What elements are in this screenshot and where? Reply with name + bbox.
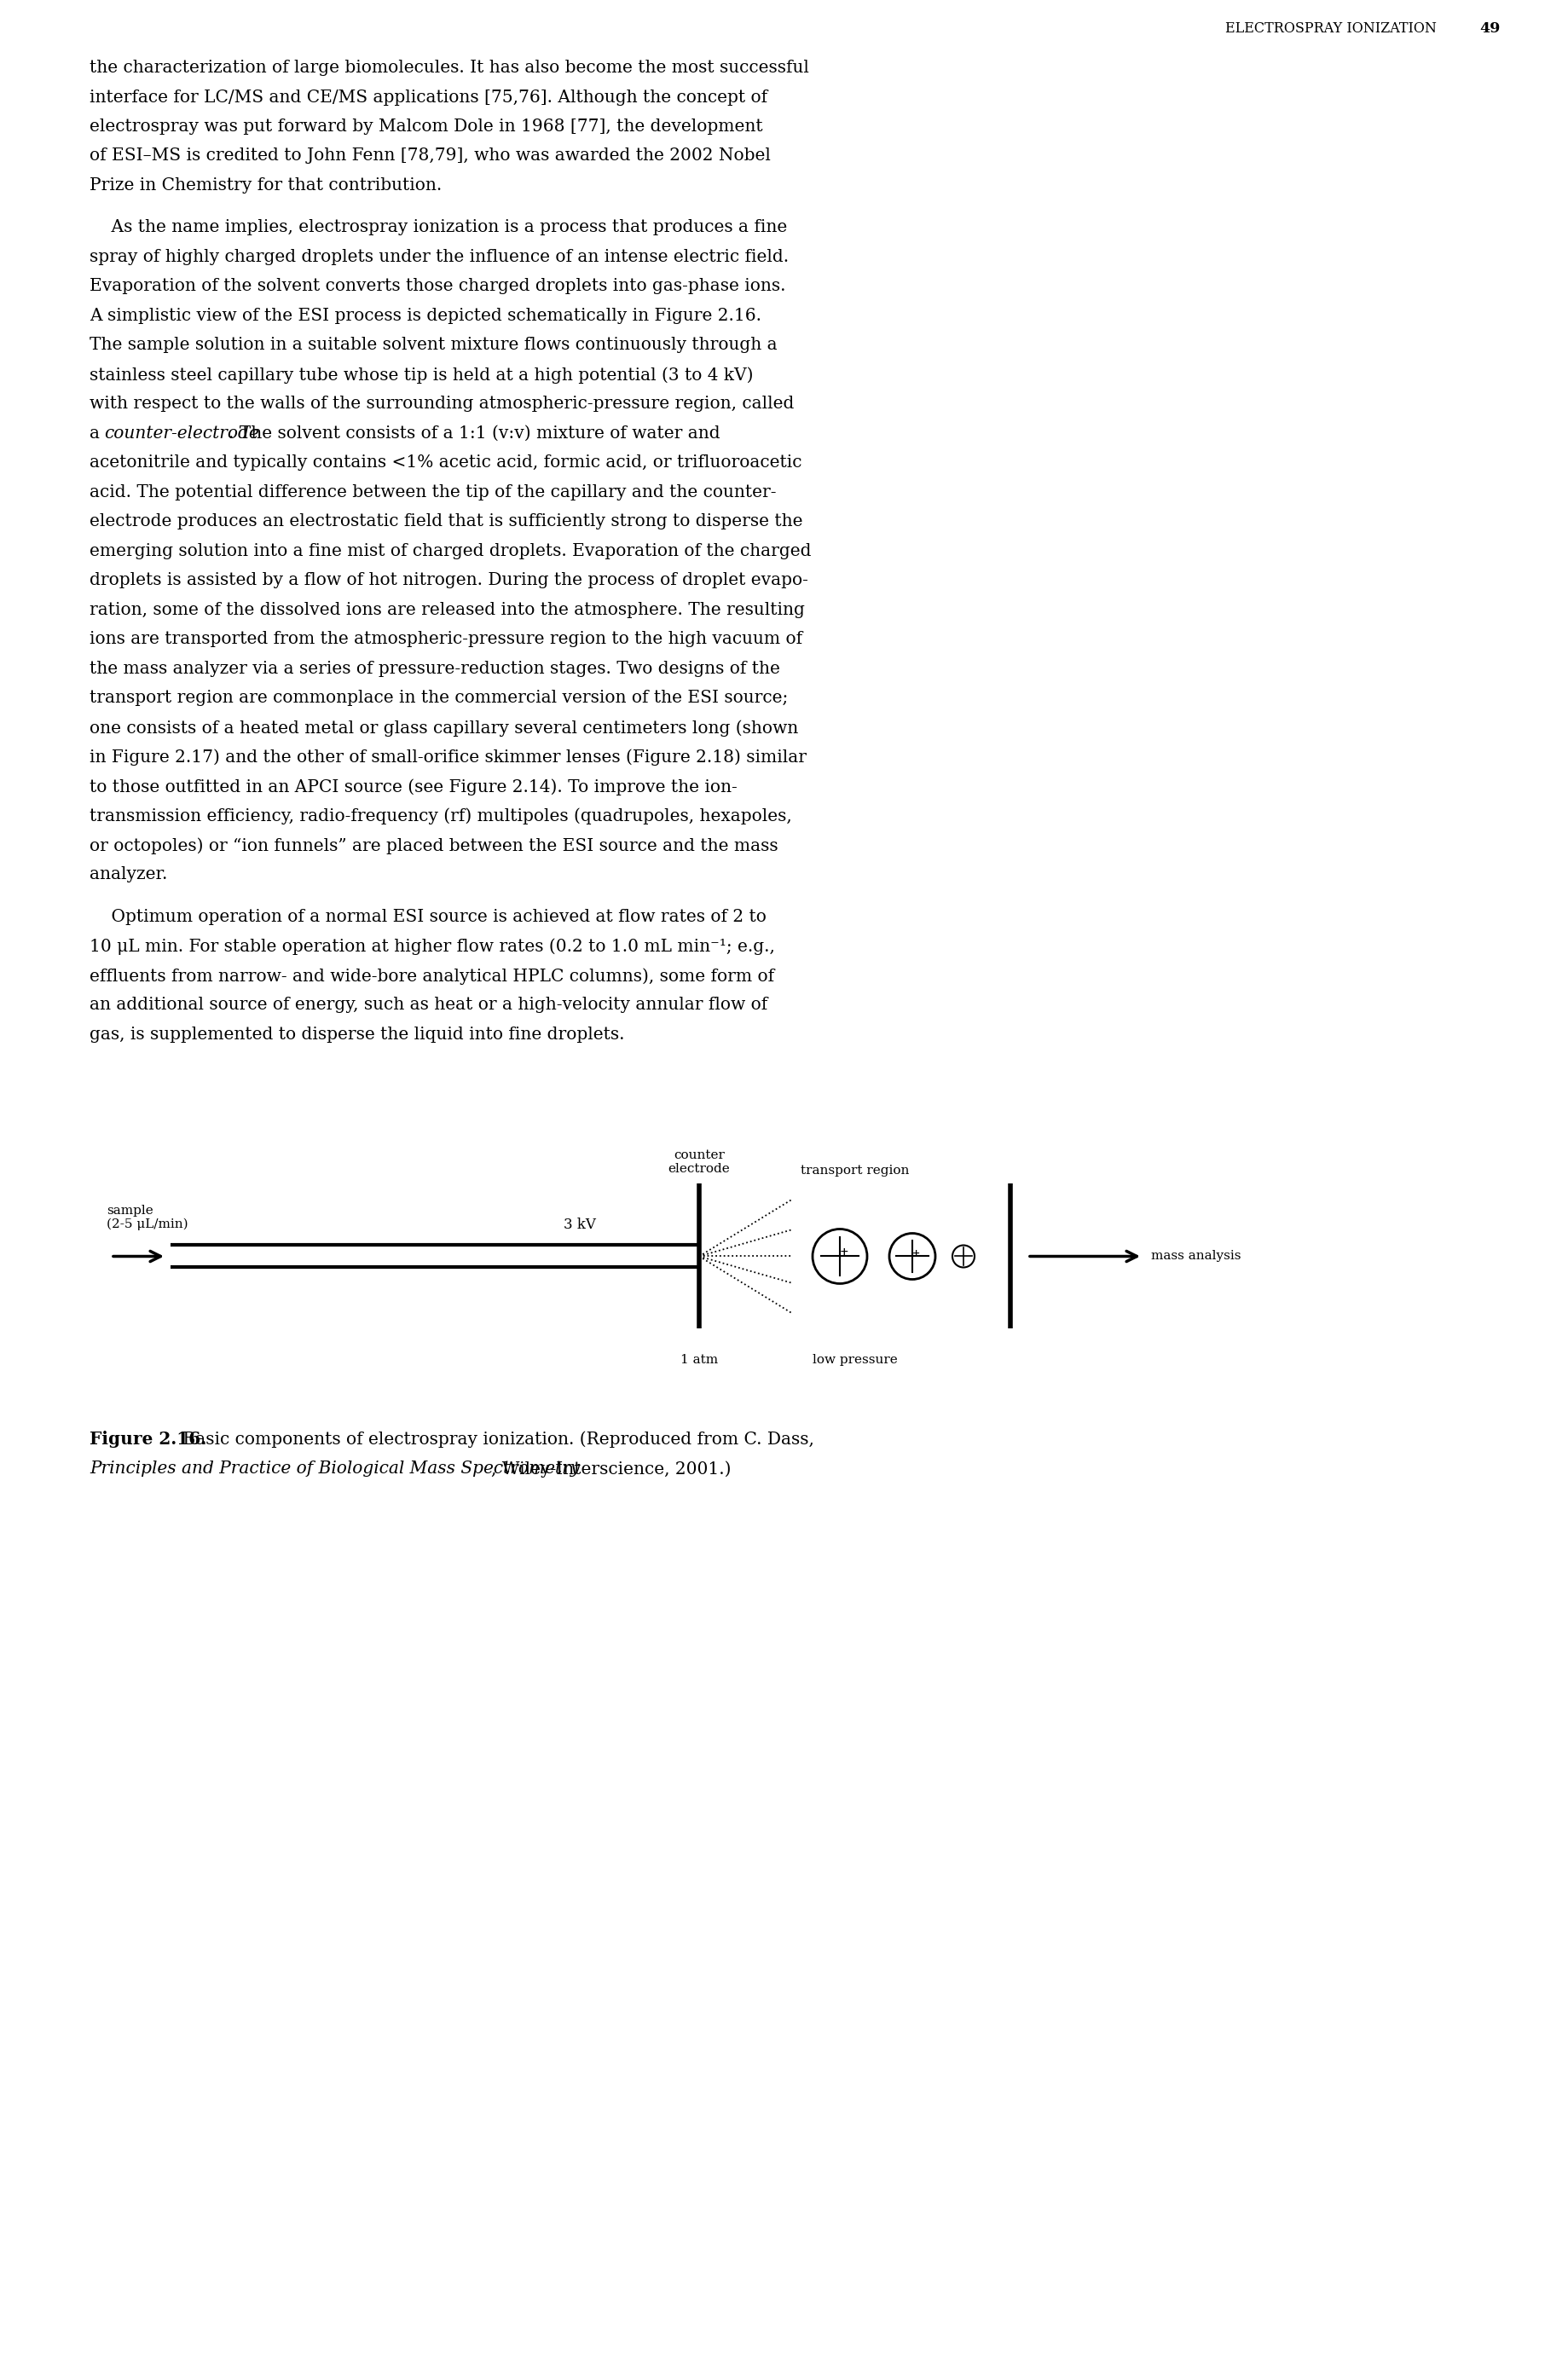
Text: the mass analyzer via a series of pressure-reduction stages. Two designs of the: the mass analyzer via a series of pressu… [89,660,779,677]
Text: an additional source of energy, such as heat or a high-velocity annular flow of: an additional source of energy, such as … [89,996,767,1013]
Text: 49: 49 [1479,21,1501,35]
Text: of ESI–MS is credited to John Fenn [78,79], who was awarded the 2002 Nobel: of ESI–MS is credited to John Fenn [78,7… [89,149,770,163]
Text: low pressure: low pressure [812,1353,897,1365]
Text: The sample solution in a suitable solvent mixture flows continuously through a: The sample solution in a suitable solven… [89,338,776,353]
Text: 3 kV: 3 kV [563,1218,596,1233]
Text: Figure 2.16.: Figure 2.16. [89,1431,207,1448]
Text: . The solvent consists of a 1:1 (v:v) mixture of water and: . The solvent consists of a 1:1 (v:v) mi… [227,426,720,442]
Text: interface for LC/MS and CE/MS applications [75,76]. Although the concept of: interface for LC/MS and CE/MS applicatio… [89,90,767,106]
Text: counter
electrode: counter electrode [668,1150,729,1176]
Text: Principles and Practice of Biological Mass Spectrometry: Principles and Practice of Biological Ma… [89,1460,580,1476]
Text: spray of highly charged droplets under the influence of an intense electric fiel: spray of highly charged droplets under t… [89,248,789,265]
Text: As the name implies, electrospray ionization is a process that produces a fine: As the name implies, electrospray ioniza… [89,220,787,237]
Text: transport region: transport region [800,1164,908,1176]
Text: acetonitrile and typically contains <1% acetic acid, formic acid, or trifluoroac: acetonitrile and typically contains <1% … [89,454,801,471]
Text: or octopoles) or “ion funnels” are placed between the ESI source and the mass: or octopoles) or “ion funnels” are place… [89,838,778,854]
Text: emerging solution into a fine mist of charged droplets. Evaporation of the charg: emerging solution into a fine mist of ch… [89,544,811,558]
Text: mass analysis: mass analysis [1151,1249,1240,1263]
Text: the characterization of large biomolecules. It has also become the most successf: the characterization of large biomolecul… [89,59,809,76]
Text: Evaporation of the solvent converts those charged droplets into gas-phase ions.: Evaporation of the solvent converts thos… [89,279,786,296]
Text: a: a [89,426,105,442]
Text: electrospray was put forward by Malcom Dole in 1968 [77], the development: electrospray was put forward by Malcom D… [89,118,762,135]
Text: Prize in Chemistry for that contribution.: Prize in Chemistry for that contribution… [89,177,442,194]
Text: gas, is supplemented to disperse the liquid into fine droplets.: gas, is supplemented to disperse the liq… [89,1027,624,1043]
Text: sample
(2-5 μL/min): sample (2-5 μL/min) [107,1204,188,1230]
Text: ration, some of the dissolved ions are released into the atmosphere. The resulti: ration, some of the dissolved ions are r… [89,601,804,618]
Text: droplets is assisted by a flow of hot nitrogen. During the process of droplet ev: droplets is assisted by a flow of hot ni… [89,573,808,589]
Text: 10 μL min. For stable operation at higher flow rates (0.2 to 1.0 mL min⁻¹; e.g.,: 10 μL min. For stable operation at highe… [89,939,775,956]
Text: counter-electrode: counter-electrode [103,426,259,442]
Text: to those outfitted in an APCI source (see Figure 2.14). To improve the ion-: to those outfitted in an APCI source (se… [89,778,737,795]
Text: transport region are commonplace in the commercial version of the ESI source;: transport region are commonplace in the … [89,691,787,707]
Text: acid. The potential difference between the tip of the capillary and the counter-: acid. The potential difference between t… [89,485,776,502]
Text: , Wiley-Interscience, 2001.): , Wiley-Interscience, 2001.) [491,1460,731,1476]
Text: transmission efficiency, radio-frequency (rf) multipoles (quadrupoles, hexapoles: transmission efficiency, radio-frequency… [89,807,792,826]
Text: electrode produces an electrostatic field that is sufficiently strong to dispers: electrode produces an electrostatic fiel… [89,513,803,530]
Text: Basic components of electrospray ionization. (Reproduced from C. Dass,: Basic components of electrospray ionizat… [177,1431,814,1448]
Text: analyzer.: analyzer. [89,866,168,883]
Text: ELECTROSPRAY IONIZATION: ELECTROSPRAY IONIZATION [1225,21,1436,35]
Text: A simplistic view of the ESI process is depicted schematically in Figure 2.16.: A simplistic view of the ESI process is … [89,308,760,324]
Text: ions are transported from the atmospheric-pressure region to the high vacuum of: ions are transported from the atmospheri… [89,632,801,648]
Text: one consists of a heated metal or glass capillary several centimeters long (show: one consists of a heated metal or glass … [89,719,798,736]
Text: stainless steel capillary tube whose tip is held at a high potential (3 to 4 kV): stainless steel capillary tube whose tip… [89,367,753,383]
Text: Optimum operation of a normal ESI source is achieved at flow rates of 2 to: Optimum operation of a normal ESI source… [89,909,767,925]
Text: with respect to the walls of the surrounding atmospheric-pressure region, called: with respect to the walls of the surroun… [89,395,793,412]
Text: +: + [911,1249,919,1259]
Text: effluents from narrow- and wide-bore analytical HPLC columns), some form of: effluents from narrow- and wide-bore ana… [89,968,775,984]
Text: 1 atm: 1 atm [681,1353,718,1365]
Text: +: + [839,1247,848,1259]
Text: in Figure 2.17) and the other of small-orifice skimmer lenses (Figure 2.18) simi: in Figure 2.17) and the other of small-o… [89,750,806,767]
